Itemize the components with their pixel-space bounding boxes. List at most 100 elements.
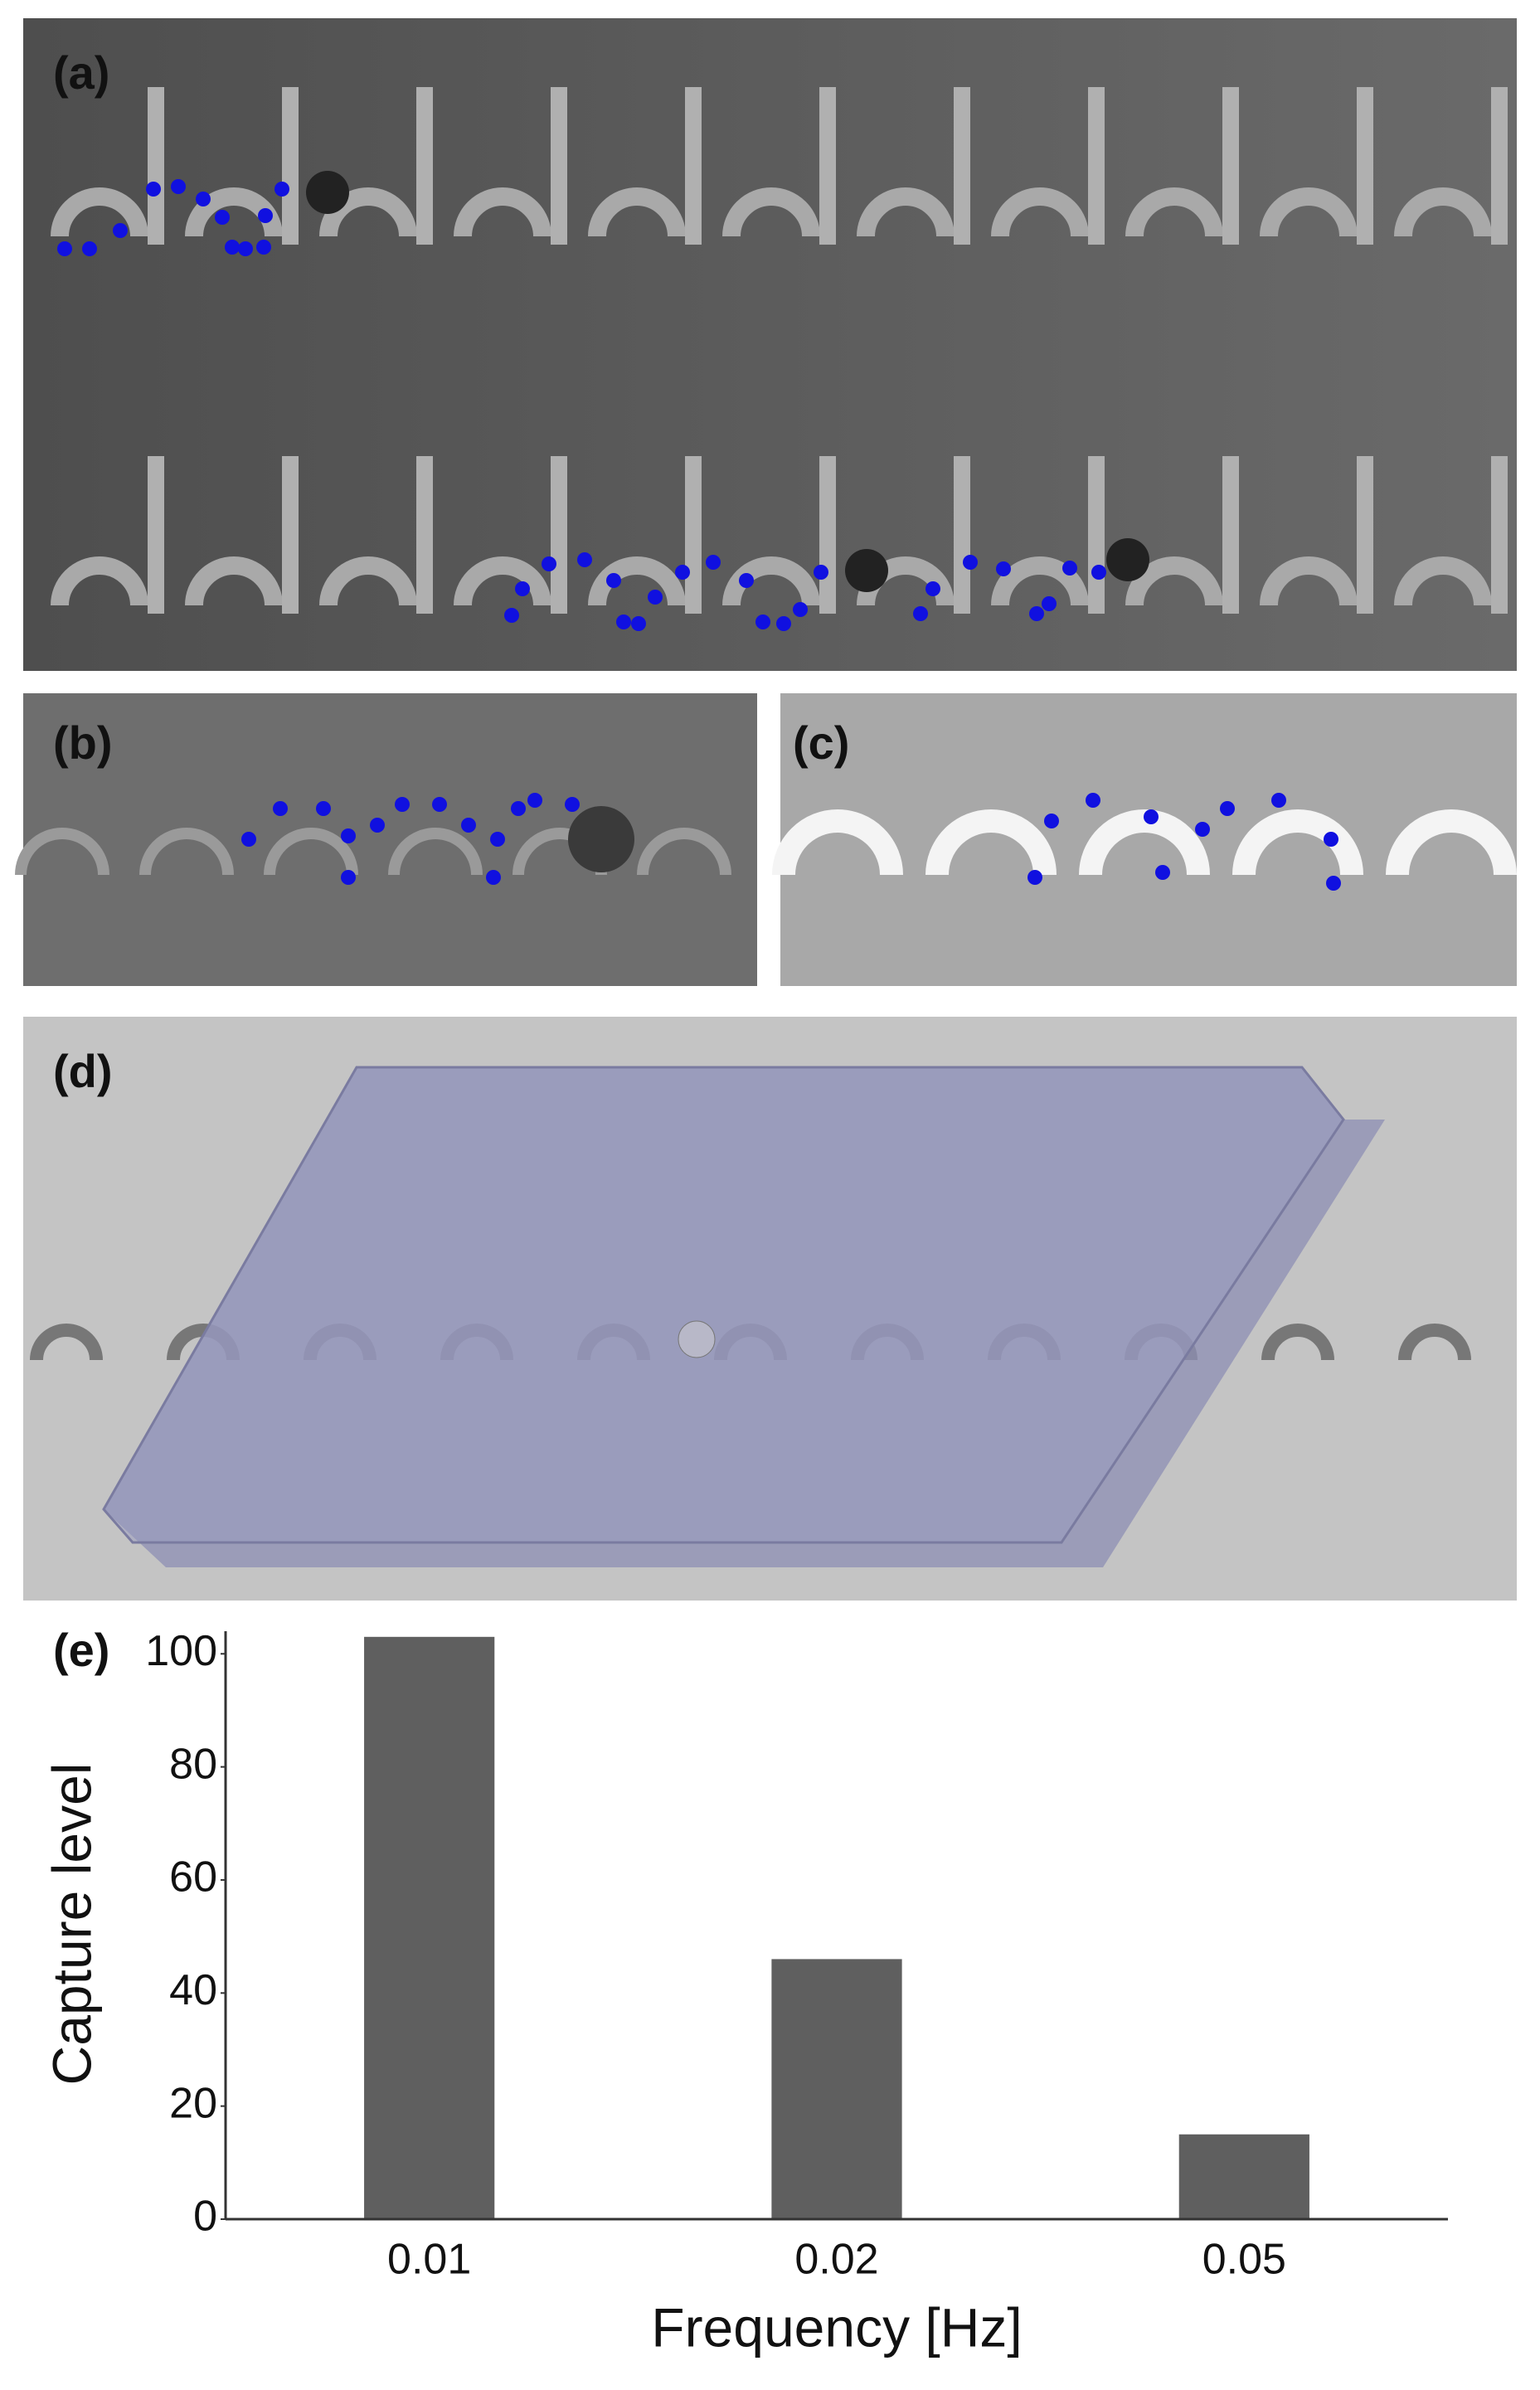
trap-arc <box>1386 809 1517 876</box>
trap-post <box>685 456 702 614</box>
panel-label: (d) <box>53 1045 113 1097</box>
x-axis-title: Frequency [Hz] <box>651 2296 1023 2358</box>
trap-arc <box>185 556 283 606</box>
panel-a-traps <box>51 87 1508 631</box>
trap-post <box>282 456 299 614</box>
trap-arc <box>1079 809 1210 876</box>
y-tick-label: 80 <box>169 1740 217 1788</box>
x-tick-label: 0.05 <box>1202 2236 1286 2284</box>
x-tick-label: 0.02 <box>794 2236 878 2284</box>
y-tick-label: 100 <box>145 1627 217 1675</box>
trajectory-dot <box>1027 870 1042 885</box>
trajectory-dot <box>274 182 289 197</box>
trajectory-dot <box>631 616 646 631</box>
trajectory-dot <box>241 832 256 847</box>
trap-arc <box>991 556 1089 606</box>
trap-arc <box>588 556 686 606</box>
channel-top <box>102 1066 1345 1544</box>
trap-arc <box>319 556 417 606</box>
trap-arc <box>772 809 903 876</box>
trap-arc <box>30 1324 103 1361</box>
trajectory-dot <box>341 870 356 885</box>
trap-arc <box>1232 809 1363 876</box>
trap-arc <box>857 187 955 237</box>
trap-post <box>282 87 299 245</box>
trajectory-dot <box>370 818 385 833</box>
trajectory-dot <box>256 240 271 255</box>
trap-post <box>1088 456 1105 614</box>
trap-post <box>1088 87 1105 245</box>
trajectory-dot <box>461 818 476 833</box>
y-tick-label: 60 <box>169 1853 217 1902</box>
trajectory-dot <box>1220 801 1235 816</box>
panel-b-traps <box>15 793 731 885</box>
trap-post <box>954 87 970 245</box>
panel-c-image <box>780 693 1517 986</box>
trajectory-dot <box>1029 606 1044 621</box>
trap-arc <box>388 828 483 876</box>
trajectory-dot <box>925 581 940 596</box>
trap-post <box>551 456 567 614</box>
trajectory-dot <box>739 573 754 588</box>
trajectory-dot <box>57 241 72 256</box>
y-tick-label: 40 <box>169 1966 217 2014</box>
trap-arc <box>588 187 686 237</box>
trajectory-dot <box>196 192 211 206</box>
trajectory-dot <box>258 208 273 223</box>
trajectory-dot <box>1091 565 1106 580</box>
panel-label: (e) <box>53 1624 109 1676</box>
trajectory-dot <box>675 565 690 580</box>
trap-arc <box>925 809 1057 876</box>
trap-arc <box>1260 187 1358 237</box>
trajectory-dot <box>648 590 663 605</box>
trajectory-dot <box>490 832 505 847</box>
panel-c-traps <box>772 793 1517 891</box>
trajectory-dot <box>606 573 621 588</box>
trap-post <box>148 456 164 614</box>
x-tick-label: 0.01 <box>387 2236 471 2284</box>
trajectory-dot <box>395 797 410 812</box>
trajectory-dot <box>1044 814 1059 828</box>
trap-post <box>1491 87 1508 245</box>
trap-arc <box>722 187 820 237</box>
trajectory-dot <box>432 797 447 812</box>
trajectory-dot <box>814 565 828 580</box>
trajectory-dot <box>515 581 530 596</box>
trap-arc <box>637 828 731 876</box>
y-tick-label: 0 <box>193 2193 217 2241</box>
trap-arc <box>15 828 109 876</box>
panel-label: (c) <box>793 717 849 769</box>
trajectory-dot <box>113 223 128 238</box>
trap-arc <box>51 556 148 606</box>
trajectory-dot <box>542 556 556 571</box>
trajectory-dot <box>273 801 288 816</box>
trajectory-dot <box>1326 876 1341 891</box>
trajectory-dot <box>511 801 526 816</box>
trajectory-dot <box>577 552 592 567</box>
trajectory-dot <box>1324 832 1338 847</box>
panel-label: (b) <box>53 717 113 769</box>
trap-arc <box>1125 556 1223 606</box>
trap-arc <box>51 187 148 237</box>
trap-arc <box>454 556 551 606</box>
panel-b-image <box>23 693 757 986</box>
particle <box>845 549 888 592</box>
trajectory-dot <box>616 615 631 629</box>
trajectory-dot <box>316 801 331 816</box>
trajectory-dot <box>776 616 791 631</box>
trajectory-dot <box>82 241 97 256</box>
trap-arc <box>139 828 234 876</box>
trap-arc <box>1394 556 1492 606</box>
trap-post <box>819 456 836 614</box>
trajectory-dot <box>171 179 186 194</box>
particle <box>568 806 634 872</box>
trap-arc <box>991 187 1089 237</box>
trap-post <box>551 87 567 245</box>
trajectory-dot <box>996 561 1011 576</box>
trap-post <box>1222 456 1239 614</box>
trap-post <box>416 456 433 614</box>
trajectory-dot <box>486 870 501 885</box>
trap-post <box>954 456 970 614</box>
particle <box>678 1320 716 1358</box>
